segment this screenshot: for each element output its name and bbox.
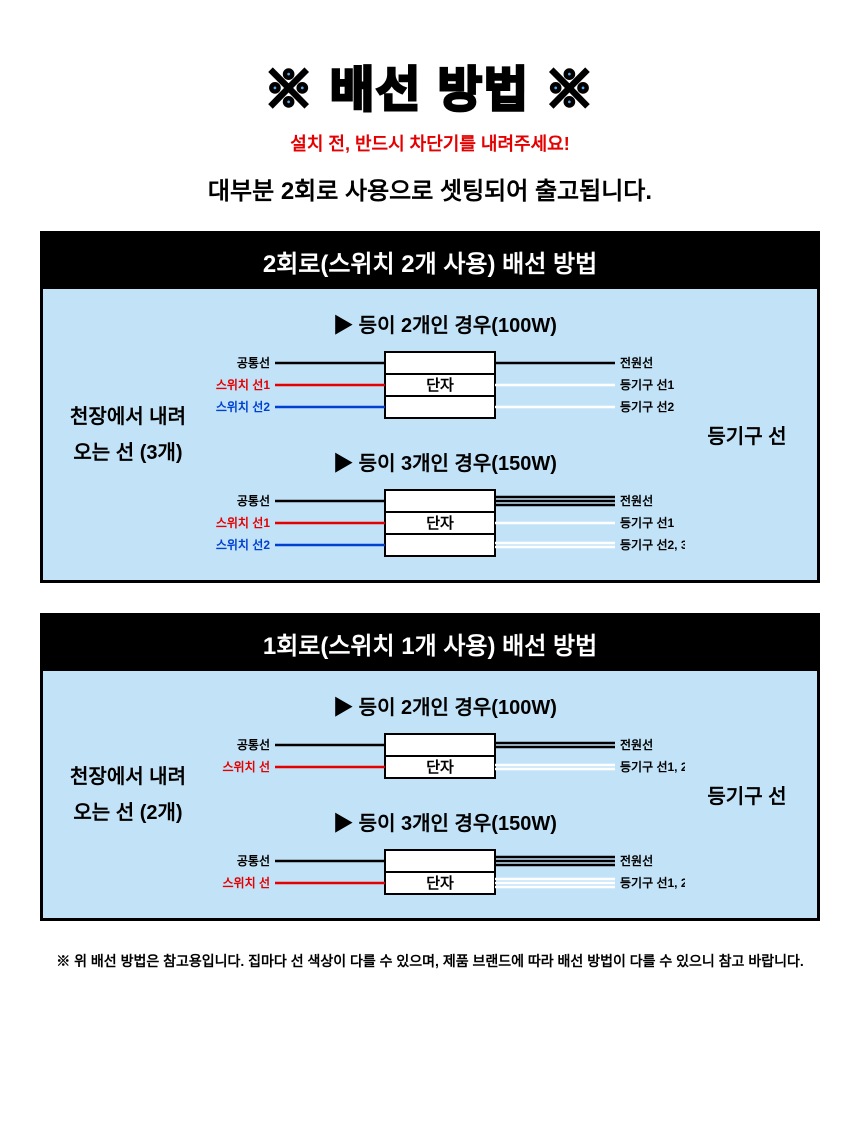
footnote: ※ 위 배선 방법은 참고용입니다. 집마다 선 색상이 다를 수 있으며, 제… [0, 951, 860, 971]
left-label-2: 천장에서 내려오는 선 (3개) [63, 399, 193, 471]
svg-text:등기구 선1, 2, 3: 등기구 선1, 2, 3 [620, 875, 685, 890]
svg-text:단자: 단자 [426, 875, 454, 892]
svg-text:공통선: 공통선 [237, 737, 270, 752]
svg-text:등기구 선1, 2: 등기구 선1, 2 [620, 759, 685, 774]
section-1circuit: 1회로(스위치 1개 사용) 배선 방법 천장에서 내려오는 선 (2개) ▶ … [40, 613, 820, 921]
case-title-1c2: ▶ 등이 3개인 경우(150W) [193, 807, 697, 836]
right-label-1: 등기구 선 [697, 780, 797, 809]
case-title-2c1: ▶ 등이 2개인 경우(100W) [193, 309, 697, 338]
wiring-svg-2c1: 단자 공통선스위치 선1 스위치 선2 전원선등기구 선1 등기구 선2 [205, 348, 685, 422]
svg-text:공통선: 공통선 [237, 493, 270, 508]
main-title: ※ 배선 방법 ※ [0, 50, 860, 120]
case-title-1c1: ▶ 등이 2개인 경우(100W) [193, 691, 697, 720]
svg-text:스위치 선2: 스위치 선2 [216, 537, 270, 552]
section-body-1: 천장에서 내려오는 선 (2개) ▶ 등이 2개인 경우(100W) 단자공통선… [43, 671, 817, 918]
section-body-2: 천장에서 내려오는 선 (3개) ▶ 등이 2개인 경우(100W) 단자공통선… [43, 289, 817, 580]
svg-text:등기구 선2: 등기구 선2 [620, 399, 674, 414]
section-header-1: 1회로(스위치 1개 사용) 배선 방법 [43, 616, 817, 671]
warning-text: 설치 전, 반드시 차단기를 내려주세요! [0, 130, 860, 156]
svg-text:스위치 선2: 스위치 선2 [216, 399, 270, 414]
svg-text:단자: 단자 [426, 515, 454, 532]
svg-text:스위치 선1: 스위치 선1 [216, 377, 270, 392]
svg-text:등기구 선1: 등기구 선1 [620, 515, 674, 530]
svg-text:전원선: 전원선 [620, 737, 653, 752]
diagram-1c-case1: ▶ 등이 2개인 경우(100W) 단자 공통선스위치 선 전원선등기구 선1, 2 [193, 691, 697, 782]
svg-text:공통선: 공통선 [237, 355, 270, 370]
left-label-1: 천장에서 내려오는 선 (2개) [63, 759, 193, 831]
svg-text:전원선: 전원선 [620, 355, 653, 370]
wiring-svg-1c2: 단자 공통선스위치 선 전원선등기구 선1, 2, 3 [205, 846, 685, 898]
right-label-2: 등기구 선 [697, 420, 797, 449]
svg-text:스위치 선1: 스위치 선1 [216, 515, 270, 530]
diagram-2c-case1: ▶ 등이 2개인 경우(100W) 단자 공통선스위치 선1 스위치 선2 전원선등기… [193, 309, 697, 422]
svg-text:공통선: 공통선 [237, 853, 270, 868]
svg-text:전원선: 전원선 [620, 853, 653, 868]
subtitle: 대부분 2회로 사용으로 셋팅되어 출고됩니다. [0, 171, 860, 206]
svg-text:스위치 선: 스위치 선 [223, 759, 271, 774]
svg-text:전원선: 전원선 [620, 493, 653, 508]
svg-text:단자: 단자 [426, 377, 454, 394]
wiring-svg-1c1: 단자 공통선스위치 선 전원선등기구 선1, 2 [205, 730, 685, 782]
section-header-2: 2회로(스위치 2개 사용) 배선 방법 [43, 234, 817, 289]
diagram-1c-case2: ▶ 등이 3개인 경우(150W) 단자 공통선스위치 선 전원선등기구 선1, 2… [193, 807, 697, 898]
svg-text:등기구 선1: 등기구 선1 [620, 377, 674, 392]
svg-text:등기구 선2, 3: 등기구 선2, 3 [620, 537, 685, 552]
diagram-2c-case2: ▶ 등이 3개인 경우(150W) 단자 공통선스위치 선1 스위치 선2 전원선등기… [193, 447, 697, 560]
case-title-2c2: ▶ 등이 3개인 경우(150W) [193, 447, 697, 476]
wiring-svg-2c2: 단자 공통선스위치 선1 스위치 선2 전원선등기구 선1 등기구 선2, 3 [205, 486, 685, 560]
section-2circuits: 2회로(스위치 2개 사용) 배선 방법 천장에서 내려오는 선 (3개) ▶ … [40, 231, 820, 583]
svg-text:단자: 단자 [426, 759, 454, 776]
svg-text:스위치 선: 스위치 선 [223, 875, 271, 890]
